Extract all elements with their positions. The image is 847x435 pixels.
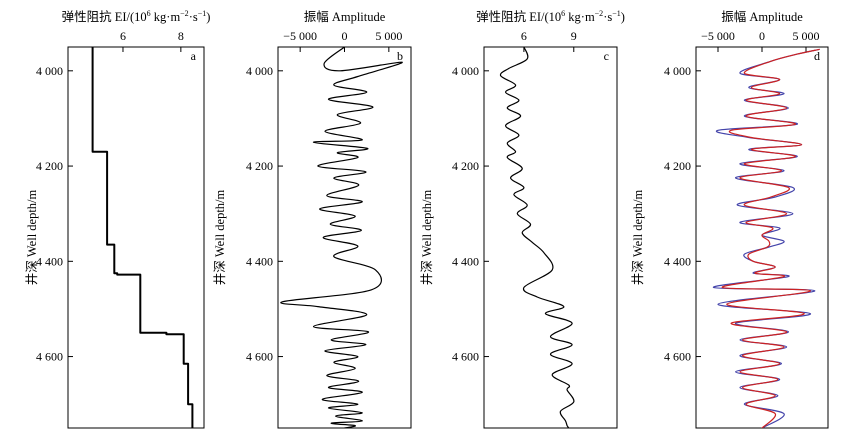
x-tick-label: −5 000 [701,29,735,43]
y-tick-label: 4 400 [36,254,63,268]
x-axis-title: 振幅 Amplitude [721,9,803,24]
x-axis-title-part: ·s [189,10,198,24]
x-axis-title-text: 振幅 Amplitude [721,9,803,24]
x-axis-title-part: 弹性阻抗 EI/(10 [476,9,561,24]
panel-letter: b [397,49,403,63]
y-tick-label: 4 000 [36,64,63,78]
series-line-0 [499,47,575,428]
x-axis-title-part: −2 [180,9,189,18]
x-axis-title-part: kg·m [565,10,595,24]
x-tick-label: 0 [342,29,348,43]
series-line-0 [280,47,403,428]
panel-d: 振幅 Amplitude −5 000 0 5 000 4 000 4 200 4 400 4… [631,9,829,429]
y-tick-label: 4 000 [246,64,273,78]
y-tick-label: 4 200 [664,159,691,173]
y-tick-label: 4 200 [452,159,479,173]
x-axis-title-part: 6 [561,9,565,18]
series-line-0 [91,47,194,428]
y-tick-label: 4 400 [452,254,479,268]
x-axis-title-part: −2 [595,9,604,18]
y-tick-label: 4 200 [36,159,63,173]
x-axis-title-text: 振幅 Amplitude [304,9,386,24]
y-axis-label: 井深 Well depth/m [420,189,434,285]
y-tick-label: 4 000 [452,64,479,78]
y-tick-label: 4 600 [664,350,691,364]
y-tick-label: 4 600 [246,350,273,364]
x-axis-title-part: ) [206,10,210,24]
y-tick-label: 4 000 [664,64,691,78]
plot-frame [695,46,829,429]
x-axis-title: 弹性阻抗 EI/(106 kg·m−2·s−1) [62,9,211,24]
x-axis-title-part: ) [621,10,625,24]
panel-letter: d [814,49,820,63]
plot-frame [67,46,205,429]
x-tick-label: −5 000 [283,29,317,43]
panel-letter: a [191,49,197,63]
x-tick-label: 6 [120,29,126,43]
y-tick-label: 4 200 [246,159,273,173]
y-axis-label: 井深 Well depth/m [213,189,227,285]
y-axis-label: 井深 Well depth/m [25,189,39,285]
x-tick-label: 5 000 [375,29,402,43]
x-axis-title-part: ·s [603,10,612,24]
panel-b: 振幅 Amplitude −5 000 0 5 000 4 000 4 200 4 400 4… [213,9,412,429]
x-tick-label: 6 [521,29,527,43]
y-axis-label: 井深 Well depth/m [631,189,645,285]
x-tick-label: 5 000 [793,29,820,43]
x-axis-title: 弹性阻抗 EI/(106 kg·m−2·s−1) [476,9,625,24]
x-axis-title-part: kg·m [151,10,181,24]
plot-frame [483,46,618,429]
panel-letter: c [604,49,609,63]
y-tick-label: 4 400 [246,254,273,268]
x-tick-label: 8 [178,29,184,43]
y-tick-label: 4 400 [664,254,691,268]
y-tick-label: 4 600 [36,350,63,364]
x-tick-label: 0 [759,29,765,43]
x-axis-title-part: −1 [198,9,207,18]
series-line-1 [721,48,820,428]
y-tick-label: 4 600 [452,350,479,364]
x-tick-label: 9 [571,29,577,43]
x-axis-title-part: 6 [147,9,151,18]
x-axis-title-part: 弹性阻抗 EI/(10 [62,9,147,24]
x-axis-title-part: −1 [612,9,621,18]
x-axis-title: 振幅 Amplitude [304,9,386,24]
